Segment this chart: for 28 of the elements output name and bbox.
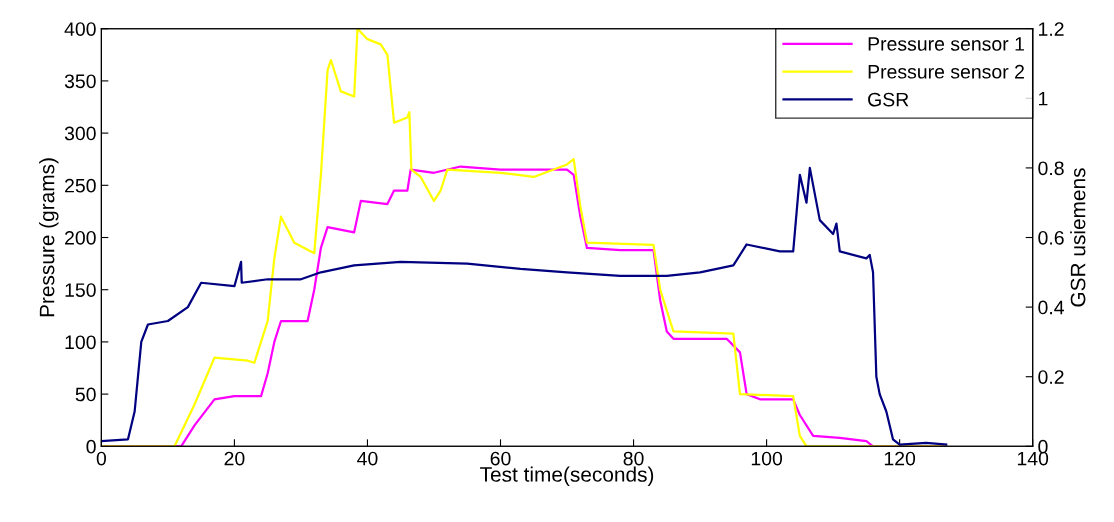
x-tick-label: 60 <box>490 451 511 466</box>
y2-tick-label: 1 <box>1039 91 1048 106</box>
legend-label: Pressure sensor 2 <box>868 64 1024 79</box>
y-tick-label: 400 <box>64 22 96 36</box>
y-tick-label: 250 <box>65 178 96 193</box>
y2-tick-label: 0.6 <box>1038 230 1064 245</box>
y-axis-title: Pressure (grams) <box>39 158 59 317</box>
legend-label: GSR <box>868 92 909 107</box>
x-tick-label: 100 <box>751 451 783 466</box>
y-tick-label: 200 <box>65 230 96 245</box>
y-tick-label: 100 <box>65 335 96 350</box>
y-tick-label: 350 <box>64 74 96 89</box>
y-tick-label: 300 <box>64 126 96 141</box>
y2-tick-label: 1.2 <box>1039 22 1064 36</box>
y-tick-label: 150 <box>65 283 96 297</box>
x-tick-label: 120 <box>884 451 916 466</box>
y-tick-label: 50 <box>75 387 96 402</box>
x-tick-label: 80 <box>623 451 644 466</box>
x-axis-title: Test time(seconds) <box>480 466 654 486</box>
x-tick-label: 20 <box>224 451 245 466</box>
x-tick-label: 0 <box>96 451 107 466</box>
y2-tick-label: 0.4 <box>1038 300 1064 315</box>
y-tick-label: 0 <box>86 439 96 454</box>
y2-tick-label: 0.2 <box>1038 370 1064 384</box>
x-tick-label: 40 <box>357 451 378 466</box>
legend-label: Pressure sensor 1 <box>868 37 1024 51</box>
y2-tick-label: 0.8 <box>1038 161 1064 176</box>
y2-axis-title: GSR usiemens <box>1070 168 1086 307</box>
